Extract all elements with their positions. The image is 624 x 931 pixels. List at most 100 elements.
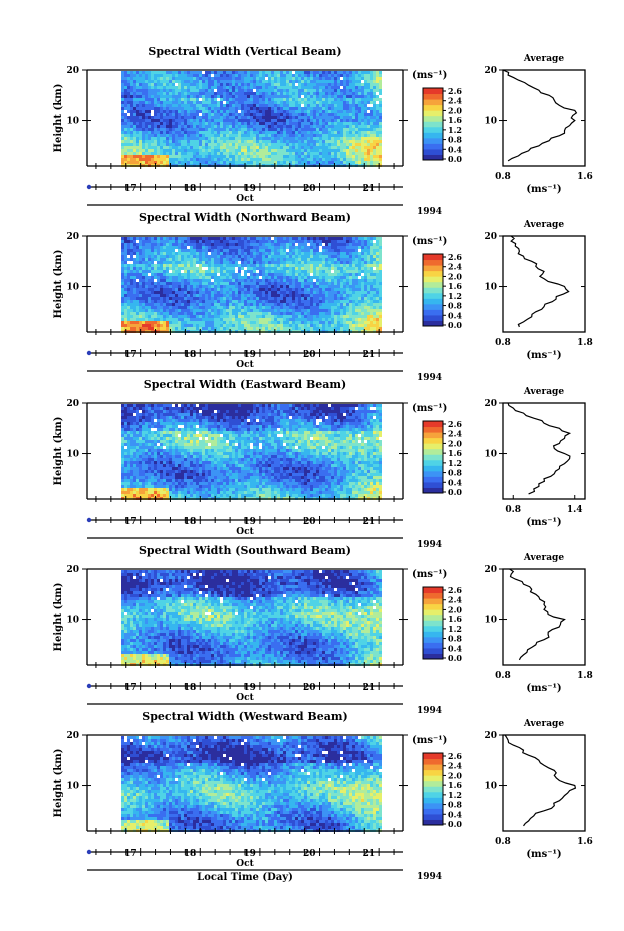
heatmap-cell	[244, 146, 247, 149]
heatmap-cell	[229, 237, 232, 240]
heatmap-cell	[160, 89, 163, 92]
heatmap-cell	[262, 95, 265, 98]
heatmap-cell	[178, 288, 181, 291]
heatmap-cell	[259, 98, 262, 101]
heatmap-cell	[232, 77, 235, 80]
heatmap-cell	[196, 324, 199, 327]
y-tick-label: 20	[66, 66, 79, 76]
heatmap-cell	[268, 267, 271, 270]
heatmap-cell	[163, 264, 166, 267]
heatmap-cell	[289, 107, 292, 110]
heatmap-cell	[205, 237, 208, 240]
heatmap-cell	[313, 276, 316, 279]
heatmap-cell	[202, 137, 205, 140]
heatmap-cell	[178, 149, 181, 152]
heatmap-cell	[175, 122, 178, 125]
heatmap-cell	[355, 116, 358, 119]
heatmap-cell	[163, 324, 166, 327]
heatmap-cell	[280, 276, 283, 279]
heatmap-cell	[229, 243, 232, 246]
heatmap-cell	[235, 297, 238, 300]
heatmap-cell	[190, 294, 193, 297]
heatmap-cell	[307, 324, 310, 327]
heatmap-cell	[124, 318, 127, 321]
heatmap-cell	[229, 264, 232, 267]
heatmap-cell	[121, 155, 124, 158]
heatmap-cell	[304, 77, 307, 80]
heatmap-cell	[277, 83, 280, 86]
heatmap-cell	[283, 240, 286, 243]
colorbar-tick-label: 2.4	[448, 96, 462, 106]
heatmap-cell	[145, 300, 148, 303]
heatmap-cell	[346, 80, 349, 83]
heatmap-cell	[157, 255, 160, 258]
heatmap-cell	[253, 131, 256, 134]
heatmap-cell	[187, 86, 190, 89]
heatmap-cell	[211, 140, 214, 143]
heatmap-cell	[133, 98, 136, 101]
heatmap-cell	[130, 116, 133, 119]
heatmap-cell	[289, 291, 292, 294]
heatmap-cell	[289, 116, 292, 119]
heatmap-cell	[124, 86, 127, 89]
heatmap-cell	[328, 149, 331, 152]
heatmap-cell	[373, 95, 376, 98]
heatmap-cell	[241, 80, 244, 83]
heatmap-cell	[367, 116, 370, 119]
heatmap-cell	[286, 80, 289, 83]
heatmap-cell	[121, 119, 124, 122]
heatmap-cell	[247, 327, 250, 330]
heatmap-cell	[286, 261, 289, 264]
heatmap-cell	[316, 101, 319, 104]
heatmap-cell	[163, 152, 166, 155]
heatmap-cell	[265, 152, 268, 155]
heatmap-cell	[160, 86, 163, 89]
heatmap-cell	[283, 155, 286, 158]
heatmap-cell	[247, 312, 250, 315]
heatmap-cell	[151, 137, 154, 140]
heatmap-cell	[229, 294, 232, 297]
heatmap-cell	[217, 158, 220, 161]
heatmap-cell	[208, 264, 211, 267]
heatmap-cell	[175, 321, 178, 324]
heatmap-cell	[184, 243, 187, 246]
heatmap-cell	[352, 95, 355, 98]
heatmap-cell	[274, 291, 277, 294]
heatmap-cell	[205, 80, 208, 83]
heatmap-cell	[364, 92, 367, 95]
heatmap-cell	[322, 122, 325, 125]
heatmap-cell	[256, 146, 259, 149]
heatmap-cell	[322, 107, 325, 110]
heatmap-cell	[166, 119, 169, 122]
heatmap-cell	[235, 89, 238, 92]
heatmap-cell	[289, 131, 292, 134]
heatmap-cell	[268, 101, 271, 104]
heatmap-cell	[241, 294, 244, 297]
heatmap-cell	[208, 237, 211, 240]
heatmap-cell	[289, 113, 292, 116]
heatmap-cell	[298, 74, 301, 77]
heatmap-cell	[130, 83, 133, 86]
heatmap-cell	[286, 303, 289, 306]
heatmap-cell	[307, 119, 310, 122]
heatmap-cell	[127, 306, 130, 309]
heatmap-cell	[139, 294, 142, 297]
heatmap-cell	[133, 119, 136, 122]
heatmap-cell	[214, 152, 217, 155]
heatmap-cell	[250, 276, 253, 279]
heatmap-cell	[205, 74, 208, 77]
heatmap-cell	[175, 113, 178, 116]
heatmap-cell	[331, 104, 334, 107]
heatmap-cell	[373, 125, 376, 128]
heatmap-cell	[262, 240, 265, 243]
heatmap-cell	[172, 83, 175, 86]
heatmap-cell	[148, 110, 151, 113]
heatmap-cell	[376, 128, 379, 131]
heatmap-cell	[157, 288, 160, 291]
heatmap-cell	[157, 86, 160, 89]
heatmap-cell	[157, 83, 160, 86]
heatmap-cell	[148, 146, 151, 149]
heatmap-cell	[316, 258, 319, 261]
heatmap-cell	[211, 92, 214, 95]
heatmap-cell	[160, 237, 163, 240]
